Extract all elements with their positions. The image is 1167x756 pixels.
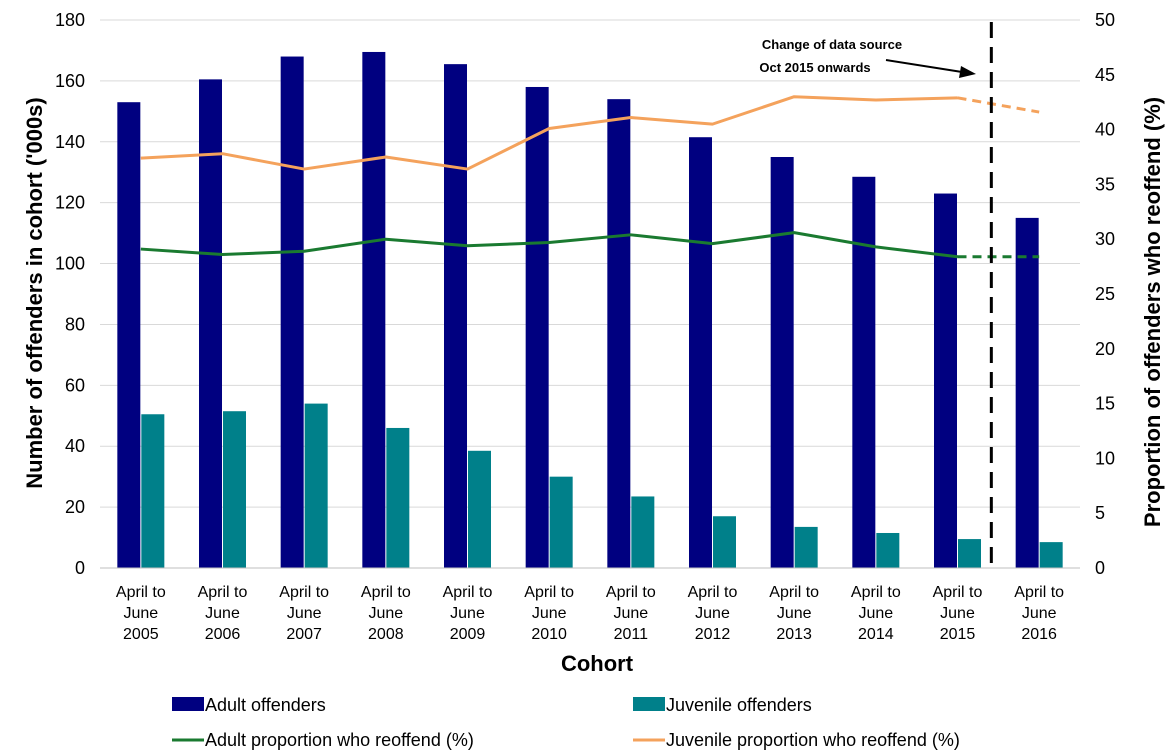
y-tick-label: 0 [75, 558, 85, 578]
bar-adult-offenders [117, 102, 141, 568]
y2-tick-label: 10 [1095, 448, 1115, 468]
lines [140, 95, 1040, 259]
x-category-label: April to June 2016 [1014, 584, 1064, 643]
bar-adult-offenders [362, 51, 386, 568]
axes: 0 20 40 60 80 100 120 140 160 180 0 5 10 15 20 25 30 35 40… [55, 10, 1115, 643]
y2-tick-label: 5 [1095, 503, 1105, 523]
bar-adult-offenders [934, 193, 957, 569]
y-tick-label: 20 [65, 497, 85, 517]
legend: Adult offenders Juvenile offenders Adult… [172, 695, 960, 750]
x-category-label: April to June 2010 [524, 584, 574, 643]
annotation-text-line-2: Oct 2015 onwards [759, 60, 870, 75]
y-tick-label: 160 [55, 71, 85, 91]
bars [117, 51, 1063, 569]
legend-label-juvenile-offenders: Juvenile offenders [666, 695, 812, 715]
bar-juvenile-offenders [141, 414, 165, 568]
bar-juvenile-offenders [713, 516, 736, 568]
bar-adult-offenders [770, 157, 794, 568]
y2-tick-label: 45 [1095, 65, 1115, 85]
legend-label-juvenile-proportion: Juvenile proportion who reoffend (%) [666, 730, 960, 750]
y-tick-label: 40 [65, 436, 85, 456]
y2-tick-label: 50 [1095, 10, 1115, 30]
bar-juvenile-offenders [549, 476, 573, 568]
annotation: Change of data source Oct 2015 onwards [759, 37, 976, 78]
x-category-label: April to June 2012 [688, 584, 738, 643]
y-tick-label: 140 [55, 132, 85, 152]
legend-swatch-adult-offenders [172, 697, 204, 711]
line-adult-proportion [140, 231, 958, 259]
x-axis-title: Cohort [561, 651, 634, 676]
bar-juvenile-offenders [876, 532, 900, 568]
y-tick-label: 80 [65, 314, 85, 334]
bar-adult-offenders [280, 56, 304, 569]
y2-tick-label: 40 [1095, 120, 1115, 140]
x-category-label: April to June 2011 [606, 584, 656, 643]
line-juvenile-proportion [140, 95, 958, 171]
bar-adult-offenders [525, 86, 549, 568]
bar-adult-offenders [444, 64, 467, 569]
bar-juvenile-offenders [631, 496, 655, 568]
bar-adult-offenders [607, 99, 631, 569]
annotation-text-line-1: Change of data source [762, 37, 902, 52]
y2-tick-label: 35 [1095, 174, 1115, 194]
y2-tick-label: 0 [1095, 558, 1105, 578]
bar-adult-offenders [689, 137, 712, 568]
axis-titles: Cohort Number of offenders in cohort ('0… [22, 97, 1165, 676]
y2-tick-label: 30 [1095, 229, 1115, 249]
x-category-label: April to June 2006 [198, 584, 248, 643]
line-juvenile-proportion-dashed [957, 96, 1040, 114]
annotation-arrowhead [959, 66, 976, 78]
bar-juvenile-offenders [1039, 542, 1063, 568]
y-tick-label: 60 [65, 375, 85, 395]
y-tick-label: 120 [55, 193, 85, 213]
bar-juvenile-offenders [794, 526, 818, 568]
y2-tick-label: 25 [1095, 284, 1115, 304]
y2-tick-label: 20 [1095, 339, 1115, 359]
annotation-arrow-line [885, 59, 963, 73]
y-tick-label: 180 [55, 10, 85, 30]
bar-juvenile-offenders [958, 539, 981, 568]
bar-juvenile-offenders [304, 403, 328, 568]
bar-adult-offenders [852, 176, 876, 569]
x-category-label: April to June 2008 [361, 584, 411, 643]
bar-adult-offenders [199, 79, 222, 568]
y2-tick-label: 15 [1095, 394, 1115, 414]
x-category-label: April to June 2009 [443, 584, 493, 643]
legend-label-adult-proportion: Adult proportion who reoffend (%) [205, 730, 474, 750]
legend-label-adult-offenders: Adult offenders [205, 695, 326, 715]
y2-axis-title: Proportion of offenders who reoffend (%) [1140, 97, 1165, 527]
x-category-label: April to June 2005 [116, 584, 166, 643]
x-category-label: April to June 2013 [769, 584, 819, 643]
legend-swatch-juvenile-offenders [633, 697, 665, 711]
y-axis-title: Number of offenders in cohort ('000s) [22, 97, 47, 489]
bar-adult-offenders [1015, 217, 1039, 568]
x-category-label: April to June 2007 [279, 584, 329, 643]
bar-juvenile-offenders [223, 411, 246, 568]
bar-juvenile-offenders [468, 450, 491, 568]
bar-juvenile-offenders [386, 427, 410, 568]
x-category-label: April to June 2014 [851, 584, 901, 643]
x-category-label: April to June 2015 [933, 584, 983, 643]
gridlines [100, 19, 1080, 508]
y-tick-label: 100 [55, 254, 85, 274]
